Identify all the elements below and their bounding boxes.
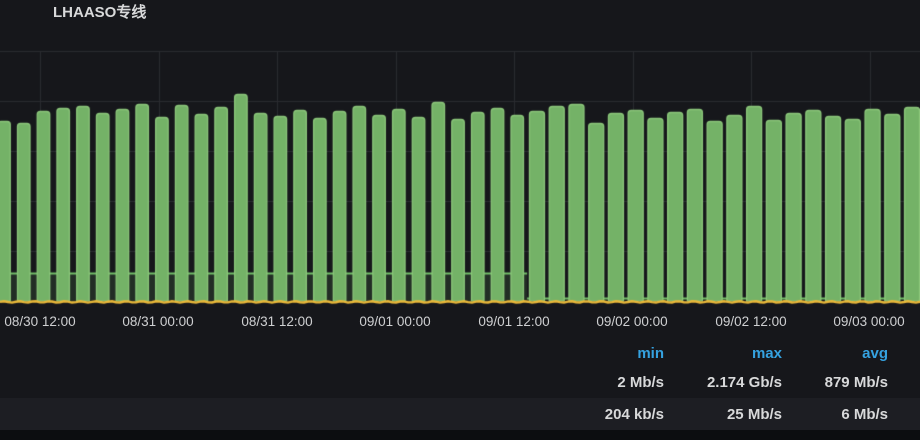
panel-title[interactable]: LHAASO专线 bbox=[53, 4, 147, 21]
x-tick-label: 09/02 00:00 bbox=[596, 314, 668, 329]
legend-header-max[interactable]: max bbox=[751, 344, 782, 362]
legend-header-avg[interactable]: avg bbox=[862, 344, 888, 362]
legend-avg-value: 879 Mb/s bbox=[824, 373, 888, 391]
x-tick-label: 08/31 00:00 bbox=[122, 314, 194, 329]
x-tick-label: 08/31 12:00 bbox=[241, 314, 313, 329]
x-tick-label: 09/01 00:00 bbox=[359, 314, 431, 329]
legend-max-value: 25 Mb/s bbox=[726, 405, 782, 423]
x-axis: 08/30 12:00 08/31 00:00 08/31 12:00 09/0… bbox=[0, 311, 920, 333]
legend-row-series-yellow: 204 kb/s 25 Mb/s 6 Mb/s bbox=[0, 398, 920, 430]
legend-row-series-green: 2 Mb/s 2.174 Gb/s 879 Mb/s bbox=[0, 366, 920, 398]
legend-avg-value: 6 Mb/s bbox=[841, 405, 888, 423]
x-tick-label: 09/02 12:00 bbox=[715, 314, 787, 329]
x-tick-label: 08/30 12:00 bbox=[4, 314, 76, 329]
x-tick-label: 09/03 00:00 bbox=[833, 314, 905, 329]
legend-table: min max avg 2 Mb/s 2.174 Gb/s 879 Mb/s 2… bbox=[0, 340, 920, 430]
legend-header-min[interactable]: min bbox=[637, 344, 664, 362]
panel-bottom-divider bbox=[0, 430, 920, 440]
legend-max-value: 2.174 Gb/s bbox=[706, 373, 782, 391]
legend-min-value: 2 Mb/s bbox=[617, 373, 664, 391]
legend-header-row: min max avg bbox=[0, 340, 920, 366]
x-tick-label: 09/01 12:00 bbox=[478, 314, 550, 329]
traffic-graph-canvas[interactable] bbox=[0, 28, 920, 340]
legend-min-value: 204 kb/s bbox=[604, 405, 664, 423]
